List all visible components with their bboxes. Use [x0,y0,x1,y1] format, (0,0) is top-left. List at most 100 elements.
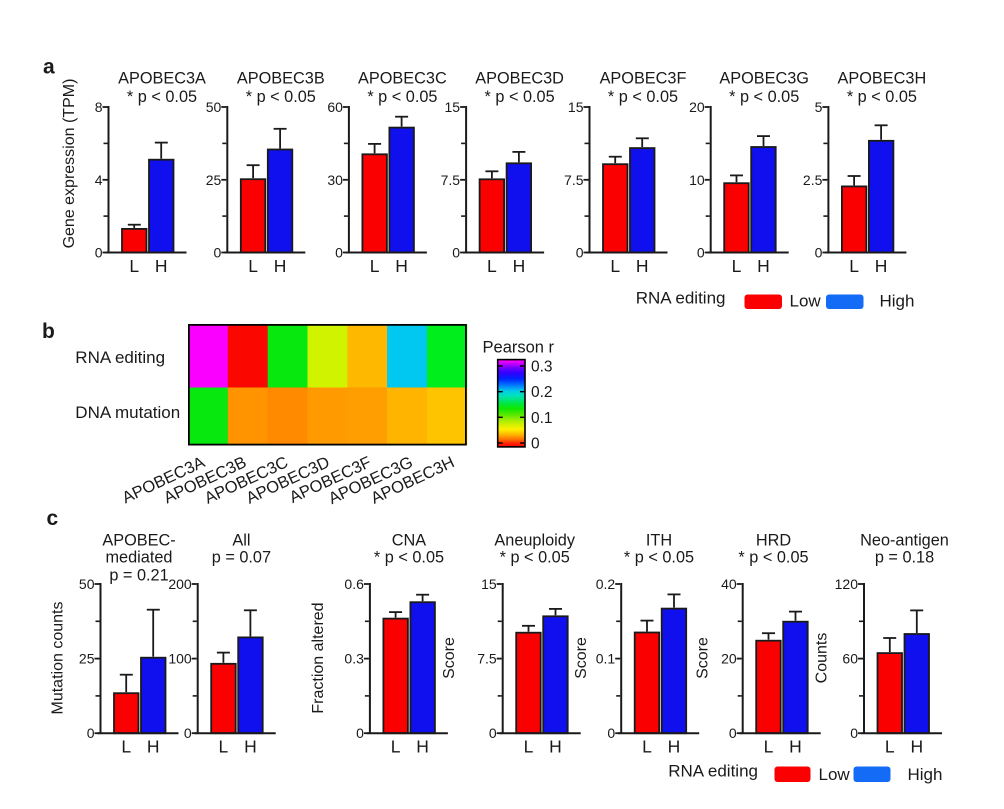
svg-text:p = 0.21: p = 0.21 [109,567,168,585]
svg-text:100: 100 [168,651,192,667]
svg-text:mediated: mediated [106,549,173,567]
svg-text:APOBEC3A: APOBEC3A [118,70,206,88]
svg-text:H: H [274,256,287,276]
svg-text:0: 0 [95,245,103,261]
svg-text:p = 0.18: p = 0.18 [875,549,934,567]
svg-text:20: 20 [721,651,737,667]
svg-text:* p < 0.05: * p < 0.05 [729,88,799,106]
svg-text:7.5: 7.5 [564,172,584,188]
svg-text:0.3: 0.3 [531,359,553,376]
svg-text:15: 15 [445,99,461,115]
svg-text:* p < 0.05: * p < 0.05 [624,549,694,567]
svg-text:0: 0 [335,245,343,261]
svg-text:0: 0 [531,436,540,453]
svg-text:APOBEC3C: APOBEC3C [358,70,447,88]
svg-text:Aneuploidy: Aneuploidy [494,532,575,550]
svg-text:Gene expression (TPM): Gene expression (TPM) [61,79,78,249]
svg-text:L: L [524,737,534,757]
svg-text:Mutation counts: Mutation counts [50,602,67,715]
svg-text:* p < 0.05: * p < 0.05 [374,549,444,567]
svg-text:L: L [219,737,229,757]
svg-text:Fraction altered: Fraction altered [310,602,327,713]
svg-text:0.1: 0.1 [596,651,616,667]
svg-text:RNA editing: RNA editing [636,289,726,308]
svg-text:H: H [875,256,888,276]
svg-text:20: 20 [689,99,705,115]
svg-text:0.1: 0.1 [531,410,553,427]
svg-text:L: L [732,256,742,276]
svg-text:7.5: 7.5 [477,651,497,667]
svg-text:L: L [129,256,139,276]
svg-text:Score: Score [441,637,458,679]
svg-text:40: 40 [721,576,737,592]
svg-text:0: 0 [87,725,95,741]
svg-text:High: High [880,292,915,311]
svg-text:Score: Score [573,637,590,679]
svg-text:L: L [370,256,380,276]
svg-text:L: L [121,737,131,757]
svg-text:H: H [155,256,168,276]
svg-text:H: H [636,256,649,276]
svg-text:L: L [248,256,258,276]
svg-text:H: H [244,737,257,757]
svg-text:L: L [487,256,497,276]
svg-text:5: 5 [815,99,823,115]
svg-text:* p < 0.05: * p < 0.05 [608,88,678,106]
svg-text:15: 15 [481,576,497,592]
svg-text:APOBEC3B: APOBEC3B [237,70,325,88]
svg-text:0: 0 [489,725,497,741]
svg-text:30: 30 [327,172,343,188]
svg-text:p = 0.07: p = 0.07 [212,549,271,567]
svg-text:DNA mutation: DNA mutation [75,403,180,422]
svg-text:120: 120 [835,576,859,592]
svg-text:* p < 0.05: * p < 0.05 [246,88,316,106]
svg-text:Neo-antigen: Neo-antigen [860,532,949,550]
svg-text:50: 50 [79,576,95,592]
svg-text:0.3: 0.3 [344,651,364,667]
svg-text:8: 8 [95,99,103,115]
svg-text:c: c [47,507,59,530]
svg-text:0: 0 [576,245,584,261]
svg-text:2.5: 2.5 [803,172,823,188]
svg-text:* p < 0.05: * p < 0.05 [485,88,555,106]
svg-text:* p < 0.05: * p < 0.05 [127,88,197,106]
svg-text:4: 4 [95,172,103,188]
svg-text:a: a [43,56,55,79]
svg-text:0: 0 [729,725,737,741]
svg-text:H: H [668,737,681,757]
svg-text:7.5: 7.5 [441,172,461,188]
svg-text:HRD: HRD [756,532,791,550]
svg-text:* p < 0.05: * p < 0.05 [738,549,808,567]
svg-text:APOBEC3G: APOBEC3G [719,70,809,88]
svg-text:H: H [549,737,562,757]
svg-text:APOBEC-: APOBEC- [102,532,175,550]
svg-text:0: 0 [184,725,192,741]
svg-text:H: H [757,256,770,276]
svg-text:0: 0 [452,245,460,261]
svg-text:* p < 0.05: * p < 0.05 [367,88,437,106]
svg-text:High: High [908,765,943,784]
svg-text:H: H [416,737,429,757]
svg-text:Counts: Counts [814,633,831,684]
svg-text:0: 0 [850,725,858,741]
svg-text:Low: Low [790,292,822,311]
svg-text:60: 60 [842,651,858,667]
svg-text:H: H [789,737,802,757]
svg-text:0: 0 [356,725,364,741]
svg-text:H: H [147,737,160,757]
svg-text:RNA editing: RNA editing [75,348,165,367]
svg-text:25: 25 [79,651,95,667]
svg-text:60: 60 [327,99,343,115]
svg-text:10: 10 [689,172,705,188]
svg-text:H: H [910,737,923,757]
svg-text:L: L [885,737,895,757]
svg-text:Score: Score [694,637,711,679]
svg-text:ITH: ITH [646,532,672,550]
svg-text:b: b [42,320,55,343]
svg-text:L: L [610,256,620,276]
svg-text:0: 0 [214,245,222,261]
svg-text:H: H [395,256,408,276]
svg-text:200: 200 [168,576,192,592]
svg-text:* p < 0.05: * p < 0.05 [500,549,570,567]
svg-text:0: 0 [697,245,705,261]
